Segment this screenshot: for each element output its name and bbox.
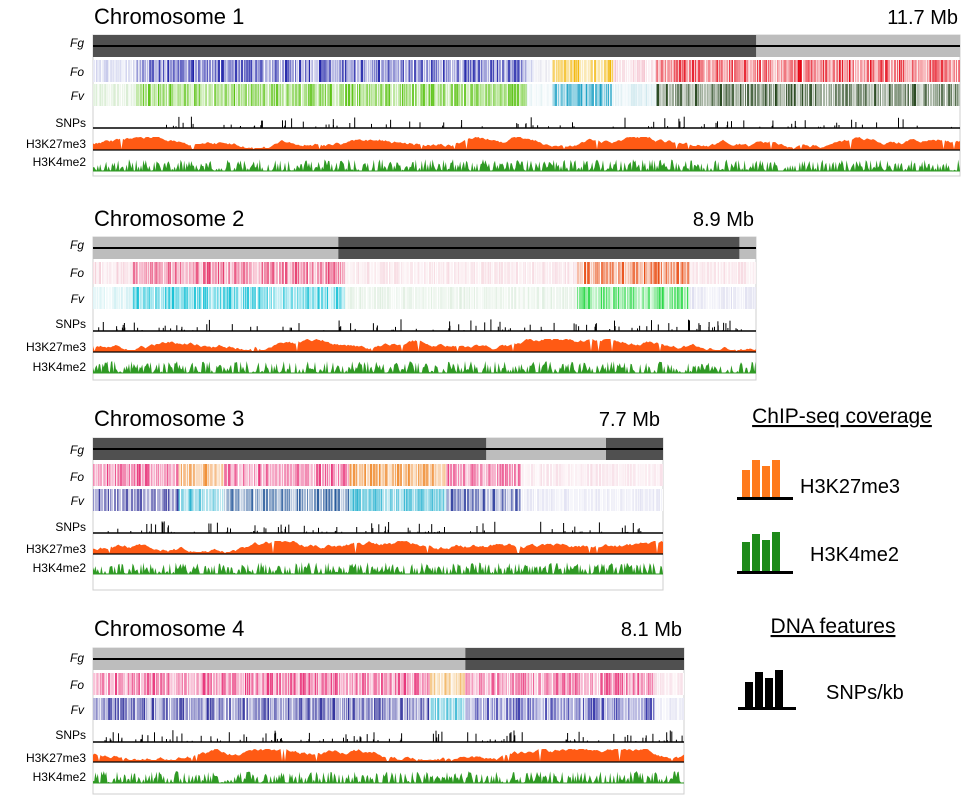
fv-track-label: Fv — [71, 292, 85, 306]
snps-legend-label: SNPs/kb — [826, 682, 904, 704]
h3k27me3-legend-label: H3K27me3 — [800, 476, 900, 498]
chromosome-tracks — [92, 437, 664, 591]
fv-track-label: Fv — [71, 494, 85, 508]
fg-track-label: Fg — [70, 36, 84, 50]
chromosome-panel: Chromosome 4 8.1 Mb Fg Fo Fv SNPs H3K27m… — [26, 616, 685, 795]
fo-track-label: Fo — [70, 678, 84, 692]
chromosome-tracks — [92, 647, 685, 795]
fo-track-label: Fo — [70, 266, 84, 280]
legend: ChIP-seq coverage H3K27me3 H3K4me2 DNA f… — [737, 405, 932, 710]
h3k4me2-track-label: H3K4me2 — [33, 360, 87, 374]
dna-features-heading: DNA features — [771, 615, 896, 638]
fv-track-label: Fv — [71, 89, 85, 103]
chromosome-title: Chromosome 4 — [94, 616, 244, 641]
h3k27me3-track-label: H3K27me3 — [26, 340, 86, 354]
h3k27me3-legend-icon — [737, 460, 793, 500]
h3k4me2-track-label: H3K4me2 — [33, 155, 87, 169]
chromosome-panel: Chromosome 1 11.7 Mb Fg Fo Fv SNPs H3K27… — [26, 4, 961, 177]
chromosome-title: Chromosome 1 — [94, 4, 244, 29]
chromosome-tracks — [92, 34, 961, 177]
h3k4me2-legend-label: H3K4me2 — [810, 544, 899, 566]
h3k4me2-track-label: H3K4me2 — [33, 561, 87, 575]
h3k27me3-track-label: H3K27me3 — [26, 542, 86, 556]
fg-track-label: Fg — [70, 443, 84, 457]
chromosome-panel: Chromosome 2 8.9 Mb Fg Fo Fv SNPs H3K27m… — [26, 206, 757, 381]
fo-track-label: Fo — [70, 470, 84, 484]
snps-track-label: SNPs — [55, 520, 86, 534]
chromosome-title: Chromosome 2 — [94, 206, 244, 231]
chromosome-tracks — [92, 236, 757, 381]
chromosome-title: Chromosome 3 — [94, 406, 244, 431]
chromosome-panel: Chromosome 3 7.7 Mb Fg Fo Fv SNPs H3K27m… — [26, 406, 664, 591]
fo-track-label: Fo — [70, 65, 84, 79]
h3k4me2-track-label: H3K4me2 — [33, 770, 87, 784]
chromosome-size: 11.7 Mb — [887, 7, 958, 29]
snps-track-label: SNPs — [55, 116, 86, 130]
snps-track-label: SNPs — [55, 317, 86, 331]
h3k27me3-track-label: H3K27me3 — [26, 751, 86, 765]
snps-track-label: SNPs — [55, 728, 86, 742]
chromosome-size: 7.7 Mb — [599, 409, 660, 431]
chromosome-size: 8.9 Mb — [693, 209, 754, 231]
h3k4me2-legend-icon — [737, 532, 793, 574]
chromosome-size: 8.1 Mb — [621, 619, 682, 641]
fg-track-label: Fg — [70, 238, 84, 252]
fv-track-label: Fv — [71, 703, 85, 717]
h3k27me3-track-label: H3K27me3 — [26, 137, 86, 151]
chip-seq-heading: ChIP-seq coverage — [752, 405, 932, 428]
snps-legend-icon — [738, 670, 796, 710]
fg-track-label: Fg — [70, 651, 84, 665]
